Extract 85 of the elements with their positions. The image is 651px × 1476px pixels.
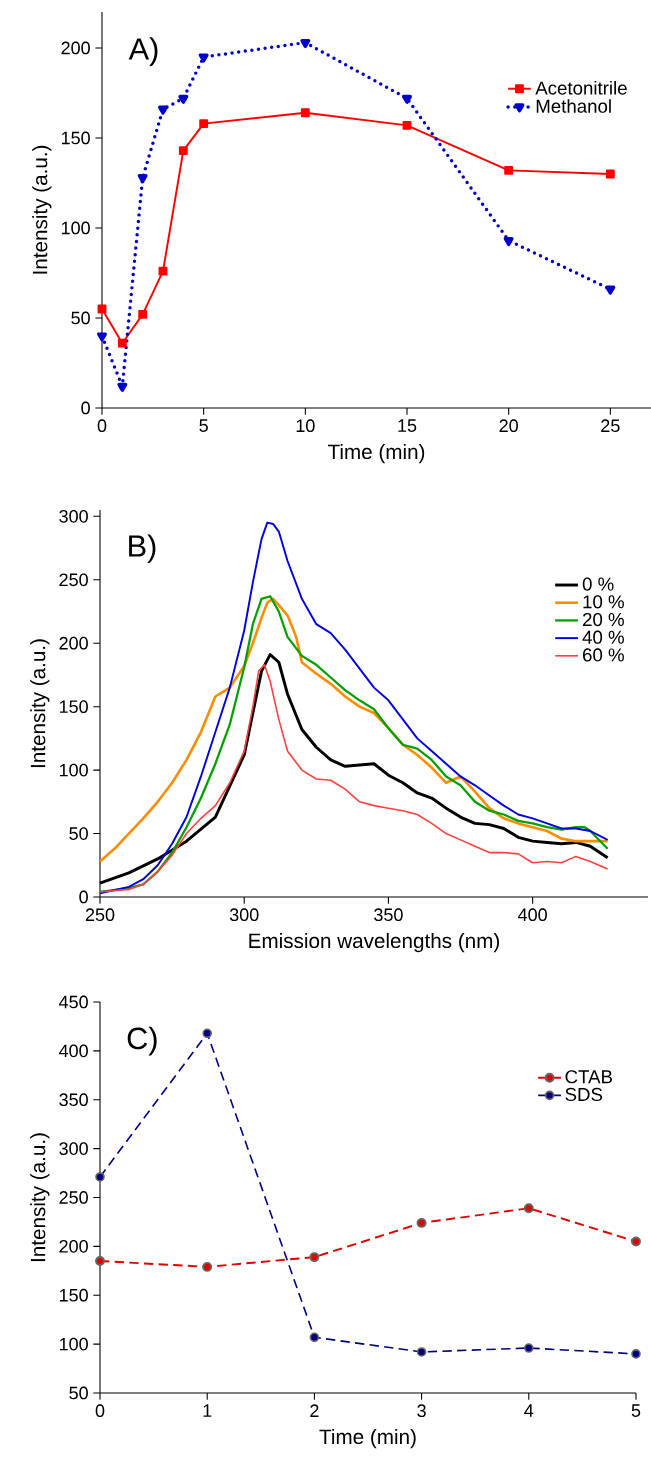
point xyxy=(117,382,128,392)
point xyxy=(137,173,148,184)
y-tick-label: 200 xyxy=(59,1240,88,1253)
x-tick-label: 10 xyxy=(296,419,315,433)
x-axis-title: Time (min) xyxy=(319,1428,416,1449)
point xyxy=(158,266,168,276)
legend-label: 0 % xyxy=(582,577,614,591)
point xyxy=(309,1252,320,1263)
legend-label: 20 % xyxy=(583,612,624,627)
legend-label: CTAB xyxy=(565,1070,613,1084)
x-tick-label: 15 xyxy=(398,419,417,432)
x-tick-label: 25 xyxy=(601,419,620,433)
x-tick-label: 350 xyxy=(374,908,403,922)
y-tick-label: 0 xyxy=(79,890,88,904)
point xyxy=(178,94,189,104)
legend-label: Methanol xyxy=(536,99,611,113)
point xyxy=(97,332,107,342)
y-tick-label: 0 xyxy=(81,401,90,415)
y-tick-label: 150 xyxy=(59,1288,88,1302)
y-axis-title: Intensity (a.u.) xyxy=(32,145,52,274)
legend-label: Acetonitrile xyxy=(535,80,627,95)
point xyxy=(198,53,209,63)
x-axis-title: Emission wavelengths (nm) xyxy=(249,932,500,953)
x-tick-label: 5 xyxy=(631,1404,641,1417)
point xyxy=(416,1347,427,1357)
text: A) xyxy=(128,37,158,66)
point xyxy=(178,146,188,156)
y-tick-label: 200 xyxy=(61,41,90,55)
point xyxy=(309,1332,320,1343)
point xyxy=(605,169,615,179)
point xyxy=(503,236,514,247)
x-tick-label: 1 xyxy=(203,1404,212,1417)
point xyxy=(402,120,412,130)
y-tick-label: 450 xyxy=(59,995,88,1009)
x-tick-label: 3 xyxy=(417,1404,426,1418)
x-tick-label: 300 xyxy=(229,908,259,922)
point xyxy=(605,285,616,295)
x-tick-label: 5 xyxy=(199,419,208,432)
y-tick-label: 300 xyxy=(59,1142,88,1155)
x-axis-title: Time (min) xyxy=(327,443,425,464)
y-tick-label: 250 xyxy=(59,1191,88,1204)
point xyxy=(95,1172,105,1182)
y-tick-label: 100 xyxy=(61,221,90,235)
text: B) xyxy=(129,534,156,563)
point xyxy=(631,1349,641,1359)
y-axis-title: Intensity (a.u.) xyxy=(30,639,50,768)
legend-label: 40 % xyxy=(582,630,624,644)
point xyxy=(199,119,209,129)
y-tick-label: 350 xyxy=(59,1093,88,1107)
x-tick-label: 4 xyxy=(524,1404,534,1417)
y-axis-title: Intensity (a.u.) xyxy=(30,1133,50,1262)
y-tick-label: 100 xyxy=(59,763,88,777)
point xyxy=(504,165,514,175)
legend-label: SDS xyxy=(565,1087,603,1102)
point xyxy=(300,108,310,118)
point xyxy=(631,1236,641,1247)
x-tick-label: 20 xyxy=(499,419,518,433)
point xyxy=(402,94,412,104)
x-tick-label: 2 xyxy=(310,1404,319,1417)
legend-label: 60 % xyxy=(583,648,624,662)
y-tick-label: 300 xyxy=(59,509,88,523)
y-tick-label: 100 xyxy=(59,1337,88,1351)
y-tick-label: 50 xyxy=(71,311,90,325)
point xyxy=(523,1203,534,1214)
point xyxy=(416,1217,427,1228)
point xyxy=(95,1256,105,1266)
point xyxy=(523,1343,534,1353)
legend-label: 10 % xyxy=(583,595,624,609)
y-tick-label: 400 xyxy=(59,1044,88,1058)
point xyxy=(158,105,168,115)
point xyxy=(138,309,148,319)
x-tick-label: 0 xyxy=(95,1404,105,1418)
point xyxy=(202,1028,212,1039)
y-tick-label: 200 xyxy=(59,636,88,650)
point xyxy=(117,338,127,348)
y-tick-label: 50 xyxy=(69,827,88,840)
y-tick-label: 150 xyxy=(59,700,88,714)
x-tick-label: 400 xyxy=(518,908,547,922)
x-tick-label: 0 xyxy=(97,419,107,433)
y-tick-label: 50 xyxy=(69,1386,88,1400)
point xyxy=(202,1261,213,1272)
y-tick-label: 150 xyxy=(61,131,90,145)
y-tick-label: 250 xyxy=(59,573,88,587)
point xyxy=(300,38,311,49)
text: C) xyxy=(127,1026,157,1056)
